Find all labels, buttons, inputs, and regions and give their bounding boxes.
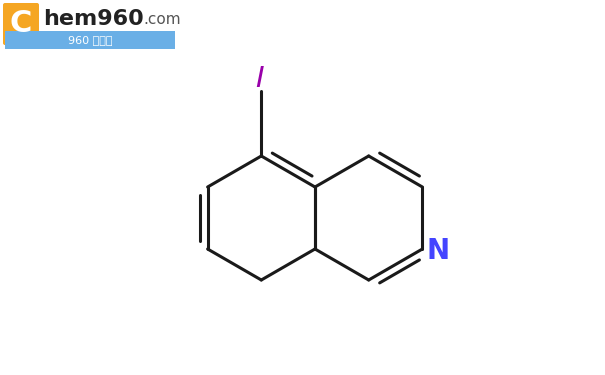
Text: .com: .com [143,12,181,27]
Text: I: I [255,65,264,93]
Text: 960 化工网: 960 化工网 [68,35,113,45]
FancyBboxPatch shape [3,3,39,45]
Bar [5,31,175,49]
Text: C: C [10,9,32,39]
Text: hem960: hem960 [43,9,144,29]
Text: N: N [427,237,450,265]
